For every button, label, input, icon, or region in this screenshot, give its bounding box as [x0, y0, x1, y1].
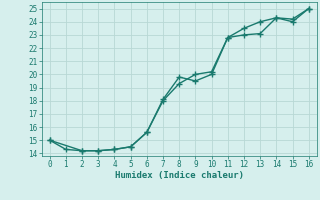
X-axis label: Humidex (Indice chaleur): Humidex (Indice chaleur) — [115, 171, 244, 180]
